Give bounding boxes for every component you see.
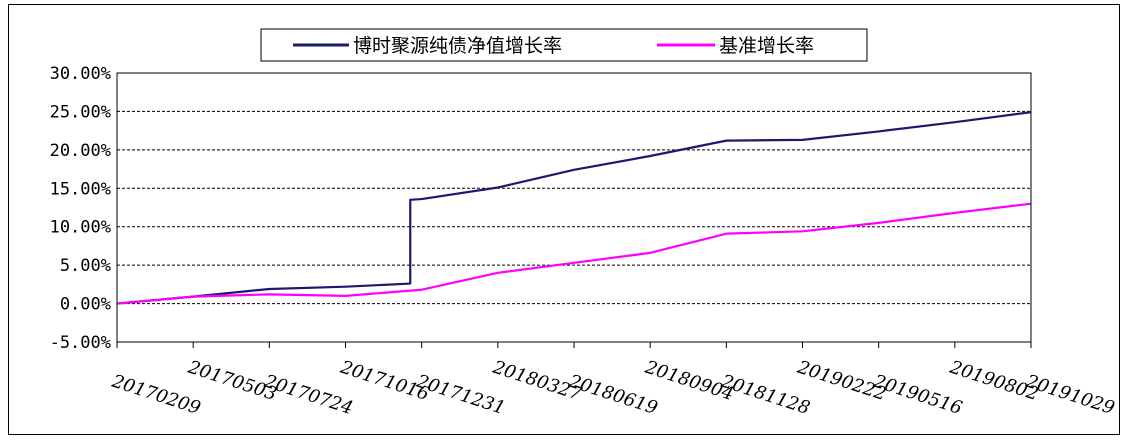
series-lines [116, 111, 1032, 305]
series-line-1 [116, 202, 1032, 305]
line-chart: 博时聚源纯债净值增长率 基准增长率 30.00% 25.00% 20.00% 15.00… [50, 28, 1118, 419]
y-tick-label: 5.00% [60, 256, 111, 276]
grid-lines [117, 110, 1031, 305]
plot-area-border [116, 72, 1032, 343]
y-tick-label: 15.00% [50, 179, 111, 199]
x-axis-ticks: 2017020920170503201707242017101620171231… [109, 342, 1118, 419]
chart-frame: 博时聚源纯债净值增长率 基准增长率 30.00% 25.00% 20.00% 15.00… [8, 4, 1120, 435]
y-tick-label: 30.00% [50, 64, 111, 84]
y-tick-label: 0.00% [60, 295, 111, 315]
y-tick-label: -5.00% [50, 333, 111, 353]
legend-label: 基准增长率 [719, 35, 814, 57]
legend-label: 博时聚源纯债净值增长率 [353, 35, 562, 57]
y-tick-label: 10.00% [50, 218, 111, 238]
x-tick-label: 20191029 [1023, 370, 1118, 419]
series-line-0 [116, 111, 1032, 305]
y-tick-label: 25.00% [50, 102, 111, 122]
legend-box [260, 28, 868, 62]
y-tick-label: 20.00% [50, 141, 111, 161]
y-axis-ticks: 30.00% 25.00% 20.00% 15.00% 10.00% 5.00% 0.00%… [50, 64, 111, 353]
legend: 博时聚源纯债净值增长率 基准增长率 [260, 28, 868, 62]
